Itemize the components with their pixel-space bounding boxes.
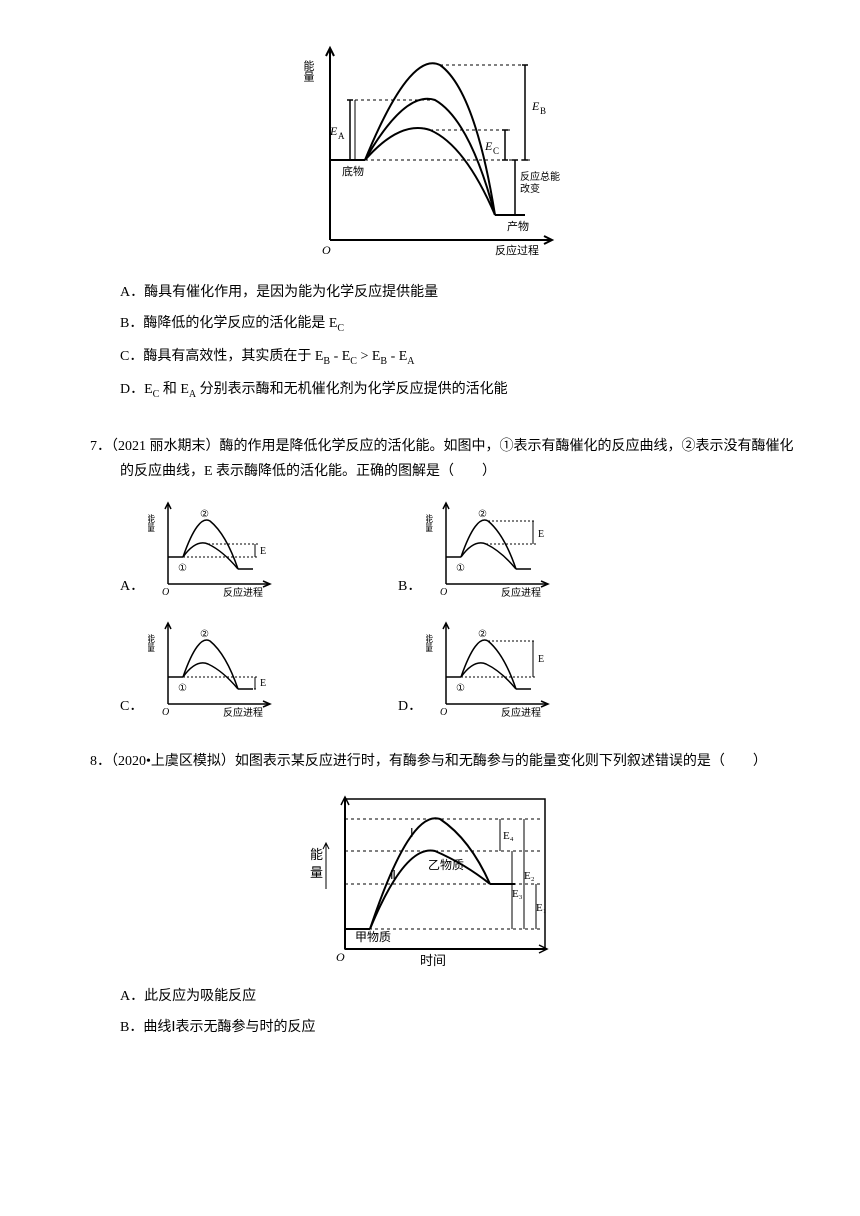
svg-text:②: ② [200, 509, 209, 520]
svg-text:E: E [260, 678, 266, 689]
q8-number: 8． [90, 754, 111, 769]
svg-text:E: E [538, 529, 544, 540]
question-8-stem: 8．（2020•上虞区模拟）如图表示某反应进行时，有酶参与和无酶参与的能量变化则… [90, 749, 800, 774]
svg-text:底物: 底物 [342, 164, 364, 178]
svg-text:E: E [484, 139, 493, 153]
option-6c: C．酶具有高效性，其实质在于 EB - EC > EB - EA [120, 344, 800, 371]
svg-text:甲物质: 甲物质 [355, 930, 391, 944]
svg-text:②: ② [478, 629, 487, 640]
svg-text:能量: 能量 [148, 513, 155, 532]
q7-number: 7． [90, 439, 111, 454]
svg-text:反应进程: 反应进程 [501, 586, 541, 599]
q8-svg: Ⅰ Ⅱ 乙物质 甲物质 E₄ E₃ E₂ E₁ 能 量 时间 O [290, 789, 570, 969]
q8-text: 如图表示某反应进行时，有酶参与和无酶参与的能量变化则下列叙述错误的是（ ） [235, 754, 767, 769]
svg-text:能量: 能量 [426, 513, 433, 532]
svg-text:O: O [162, 707, 169, 718]
svg-text:Ⅱ: Ⅱ [390, 868, 396, 882]
svg-text:乙物质: 乙物质 [428, 858, 464, 872]
svg-text:O: O [322, 243, 331, 257]
chart-7d: ② ① E 能量 O 反应进程 [426, 619, 556, 719]
svg-text:能量: 能量 [148, 633, 155, 652]
option-8b: B．曲线Ⅰ表示无酶参与时的反应 [120, 1015, 800, 1040]
svg-text:②: ② [200, 629, 209, 640]
svg-text:①: ① [456, 683, 465, 694]
question-7-charts: A． ② ① E 能量 O 反应进程 B． [60, 499, 800, 719]
svg-text:①: ① [178, 683, 187, 694]
svg-text:①: ① [456, 563, 465, 574]
option-6d: D．EC 和 EA 分别表示酶和无机催化剂为化学反应提供的活化能 [120, 377, 800, 404]
label-7d: D． [398, 694, 418, 719]
svg-text:反应进程: 反应进程 [223, 706, 263, 719]
label-7a: A． [120, 574, 140, 599]
label-7b: B． [398, 574, 418, 599]
q7-source: （2021 丽水期末） [111, 439, 220, 454]
svg-text:反应进程: 反应进程 [223, 586, 263, 599]
question-8-options: A．此反应为吸能反应 B．曲线Ⅰ表示无酶参与时的反应 [60, 984, 800, 1040]
label-7c: C． [120, 694, 140, 719]
chart-7a: ② ① E 能量 O 反应进程 [148, 499, 278, 599]
svg-text:E₂: E₂ [524, 870, 535, 882]
question-6-options: A．酶具有催化作用，是因为能为化学反应提供能量 B．酶降低的化学反应的活化能是 … [60, 280, 800, 404]
svg-text:E: E [538, 654, 544, 665]
svg-text:O: O [440, 587, 447, 598]
svg-text:①: ① [178, 563, 187, 574]
svg-text:时间: 时间 [420, 953, 446, 968]
q8-source: （2020•上虞区模拟） [111, 754, 235, 769]
chart-7c: ② ① E 能量 O 反应进程 [148, 619, 278, 719]
svg-text:反应进程: 反应进程 [501, 706, 541, 719]
question-7-stem: 7．（2021 丽水期末）酶的作用是降低化学反应的活化能。如图中，①表示有酶催化… [90, 434, 800, 484]
option-6a: A．酶具有催化作用，是因为能为化学反应提供能量 [120, 280, 800, 305]
svg-text:能量: 能量 [426, 633, 433, 652]
svg-text:A: A [338, 131, 345, 141]
svg-text:B: B [540, 106, 546, 116]
svg-text:O: O [336, 950, 345, 964]
svg-text:E: E [329, 124, 338, 138]
svg-text:能: 能 [310, 847, 323, 862]
q7-text: 酶的作用是降低化学反应的活化能。如图中，①表示有酶催化的反应曲线，②表示没有酶催… [120, 439, 794, 479]
question-8-chart: Ⅰ Ⅱ 乙物质 甲物质 E₄ E₃ E₂ E₁ 能 量 时间 O [60, 789, 800, 969]
energy-diagram-svg: 能量 EA EB EC 底物 产物 反应总能量 改变 反应过程 O [300, 40, 560, 260]
main-energy-chart: 能量 EA EB EC 底物 产物 反应总能量 改变 反应过程 O [60, 40, 800, 260]
svg-text:②: ② [478, 509, 487, 520]
svg-text:产物: 产物 [507, 219, 529, 233]
svg-text:E: E [531, 99, 540, 113]
svg-text:改变: 改变 [520, 182, 540, 195]
svg-text:E₄: E₄ [503, 830, 514, 842]
svg-text:E₃: E₃ [512, 888, 523, 900]
option-8a: A．此反应为吸能反应 [120, 984, 800, 1009]
svg-text:O: O [440, 707, 447, 718]
option-6b: B．酶降低的化学反应的活化能是 EC [120, 311, 800, 338]
chart-7b: ② ① E 能量 O 反应进程 [426, 499, 556, 599]
svg-text:Ⅰ: Ⅰ [410, 826, 414, 840]
svg-text:E: E [260, 546, 266, 557]
svg-text:反应总能量: 反应总能量 [520, 170, 560, 183]
svg-text:O: O [162, 587, 169, 598]
svg-text:量: 量 [310, 865, 323, 880]
svg-text:C: C [493, 146, 499, 156]
ylabel: 能量 [302, 59, 315, 82]
svg-text:E₁: E₁ [536, 902, 547, 914]
svg-text:反应过程: 反应过程 [495, 243, 539, 257]
